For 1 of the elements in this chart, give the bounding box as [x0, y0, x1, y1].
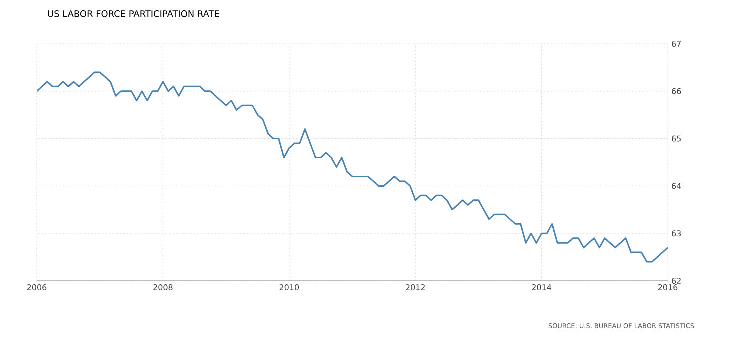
chart-title: US LABOR FORCE PARTICIPATION RATE: [48, 10, 220, 18]
